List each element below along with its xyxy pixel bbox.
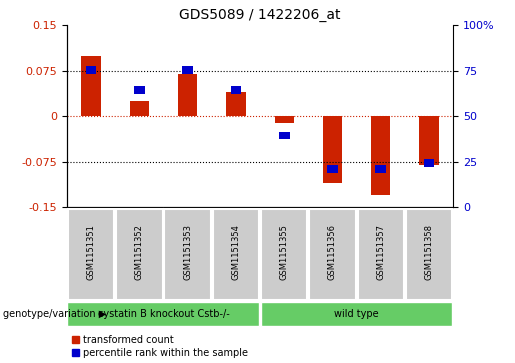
Bar bbox=[279, 131, 289, 139]
Bar bbox=[310, 209, 356, 300]
Text: GSM1151353: GSM1151353 bbox=[183, 224, 192, 280]
Bar bbox=[375, 166, 386, 173]
Text: GSM1151352: GSM1151352 bbox=[135, 224, 144, 280]
Bar bbox=[164, 209, 211, 300]
Bar bbox=[130, 101, 149, 116]
Bar bbox=[323, 116, 342, 183]
Text: GSM1151354: GSM1151354 bbox=[231, 224, 241, 280]
Text: GSM1151357: GSM1151357 bbox=[376, 224, 385, 280]
Bar bbox=[213, 209, 259, 300]
Bar bbox=[274, 116, 294, 123]
Bar bbox=[424, 159, 434, 167]
Bar bbox=[182, 66, 193, 73]
Text: GSM1151351: GSM1151351 bbox=[87, 224, 96, 280]
Bar bbox=[406, 209, 452, 300]
Text: genotype/variation ▶: genotype/variation ▶ bbox=[3, 309, 106, 319]
Text: GSM1151358: GSM1151358 bbox=[424, 224, 434, 280]
Bar bbox=[261, 302, 452, 326]
Text: GSM1151355: GSM1151355 bbox=[280, 224, 289, 280]
Legend: transformed count, percentile rank within the sample: transformed count, percentile rank withi… bbox=[72, 335, 248, 358]
Bar bbox=[371, 116, 390, 195]
Bar bbox=[116, 209, 163, 300]
Bar bbox=[86, 66, 96, 73]
Bar bbox=[231, 86, 241, 94]
Bar bbox=[67, 302, 259, 326]
Bar bbox=[419, 116, 439, 164]
Text: wild type: wild type bbox=[334, 309, 379, 319]
Title: GDS5089 / 1422206_at: GDS5089 / 1422206_at bbox=[179, 8, 341, 22]
Text: cystatin B knockout Cstb-/-: cystatin B knockout Cstb-/- bbox=[98, 309, 229, 319]
Bar bbox=[327, 165, 338, 173]
Bar bbox=[226, 92, 246, 116]
Text: GSM1151356: GSM1151356 bbox=[328, 224, 337, 280]
Bar bbox=[134, 86, 145, 94]
Bar bbox=[81, 56, 101, 116]
Bar bbox=[68, 209, 114, 300]
Bar bbox=[261, 209, 307, 300]
Bar bbox=[357, 209, 404, 300]
Bar bbox=[178, 74, 197, 116]
